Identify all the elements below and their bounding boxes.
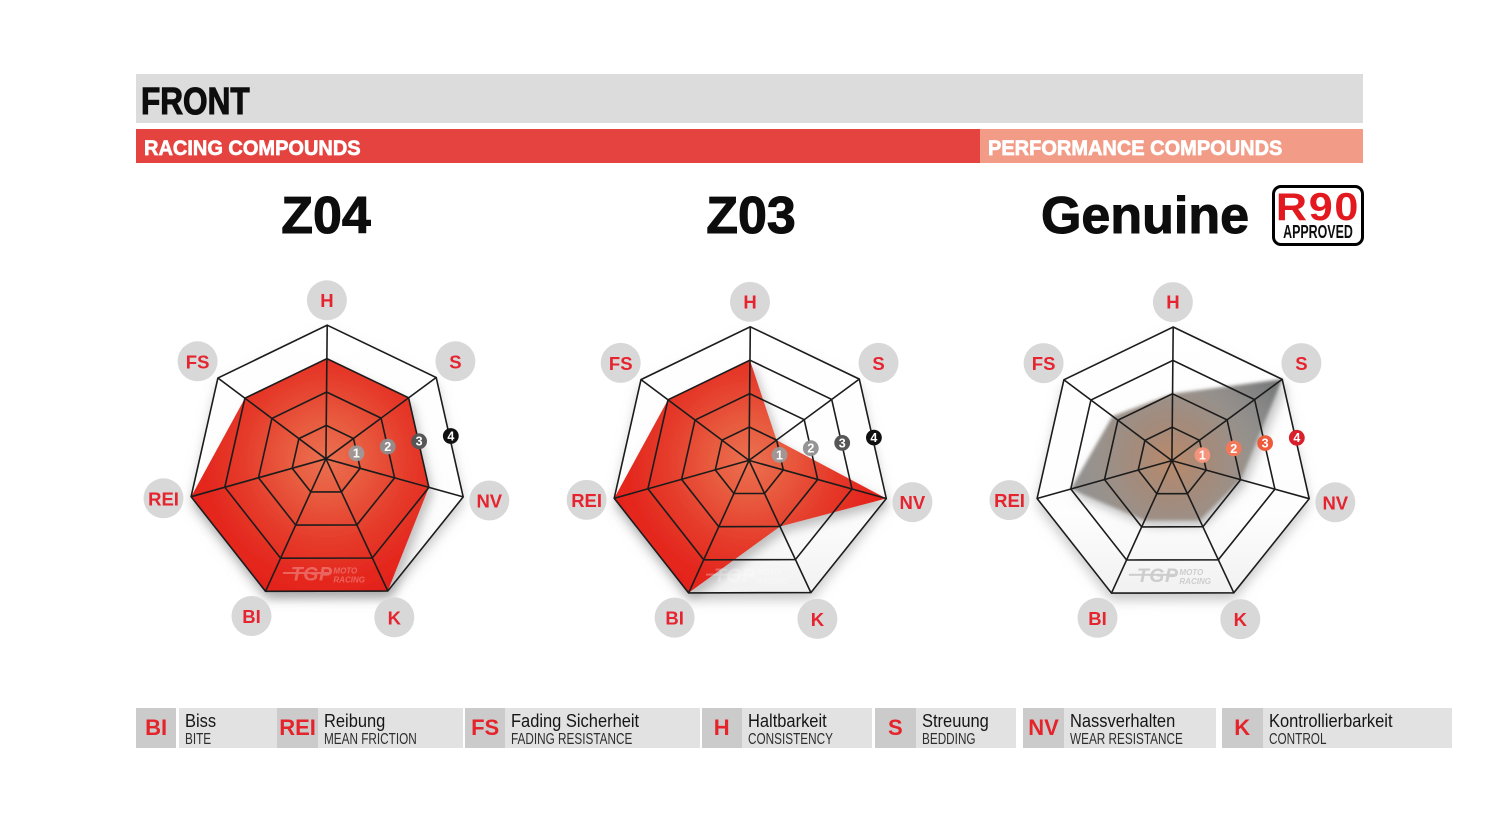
svg-text:4: 4 [870, 431, 877, 445]
svg-text:3: 3 [839, 436, 846, 450]
svg-text:1: 1 [1199, 449, 1206, 463]
svg-text:2: 2 [807, 442, 814, 456]
svg-text:1: 1 [353, 447, 360, 461]
svg-text:3: 3 [1262, 437, 1269, 451]
svg-text:2: 2 [384, 440, 391, 454]
svg-text:3: 3 [416, 435, 423, 449]
svg-text:4: 4 [447, 429, 454, 443]
svg-text:1: 1 [776, 448, 783, 462]
svg-text:2: 2 [1230, 442, 1237, 456]
svg-text:4: 4 [1293, 431, 1300, 445]
